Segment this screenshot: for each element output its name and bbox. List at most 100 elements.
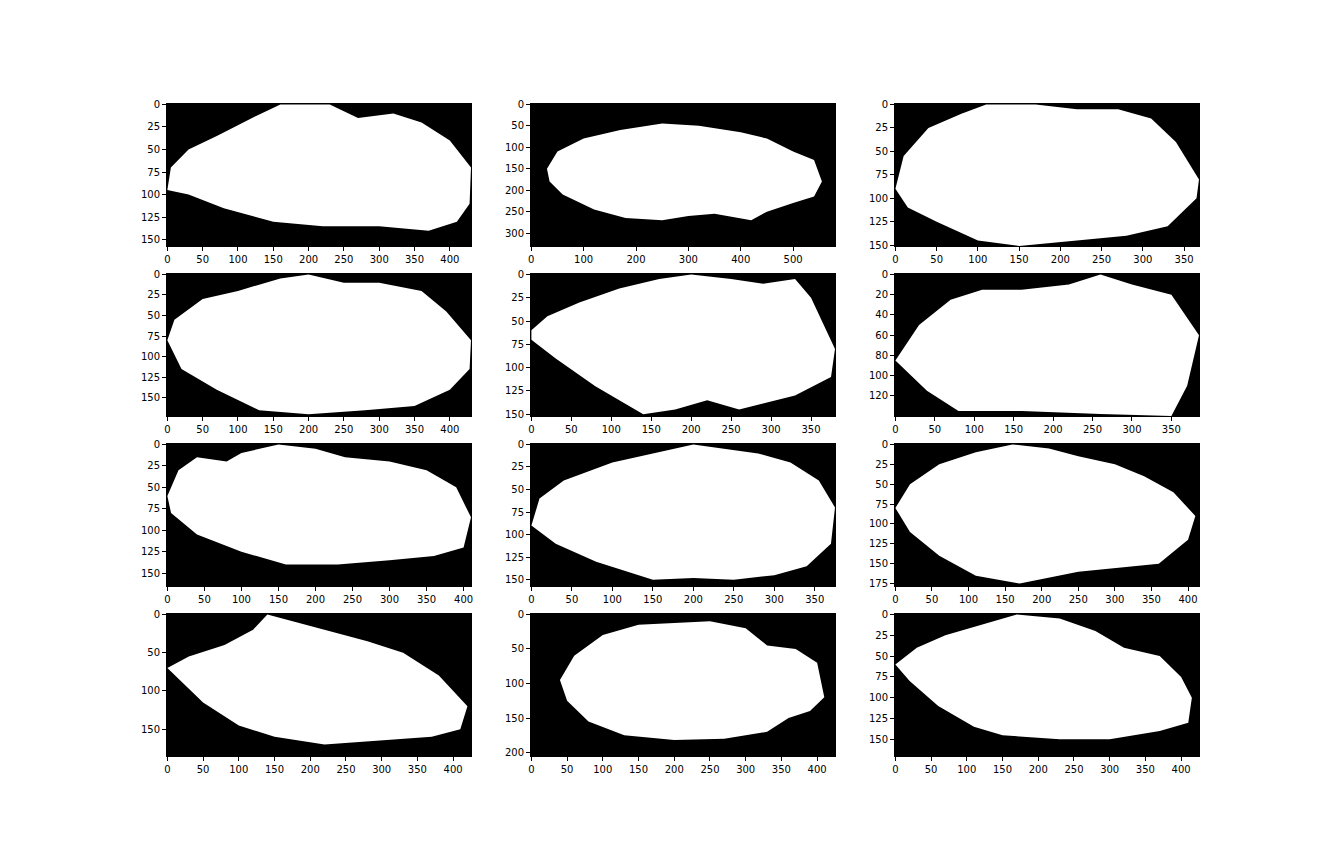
svg-text:400: 400 bbox=[1172, 764, 1191, 775]
svg-text:75: 75 bbox=[147, 503, 160, 514]
svg-text:0: 0 bbox=[528, 424, 534, 435]
svg-text:50: 50 bbox=[875, 146, 888, 157]
svg-text:300: 300 bbox=[372, 764, 391, 775]
svg-text:50: 50 bbox=[197, 764, 210, 775]
svg-text:50: 50 bbox=[196, 424, 209, 435]
svg-text:300: 300 bbox=[370, 424, 389, 435]
svg-text:200: 200 bbox=[1032, 594, 1051, 605]
svg-text:150: 150 bbox=[141, 392, 160, 403]
svg-text:300: 300 bbox=[1105, 594, 1124, 605]
svg-text:300: 300 bbox=[370, 254, 389, 265]
svg-text:50: 50 bbox=[147, 144, 160, 155]
svg-text:0: 0 bbox=[892, 764, 898, 775]
svg-text:300: 300 bbox=[380, 594, 399, 605]
svg-text:0: 0 bbox=[518, 269, 524, 280]
svg-text:250: 250 bbox=[700, 764, 719, 775]
svg-text:250: 250 bbox=[1069, 594, 1088, 605]
svg-text:150: 150 bbox=[643, 594, 662, 605]
svg-text:400: 400 bbox=[808, 764, 827, 775]
svg-text:100: 100 bbox=[869, 692, 888, 703]
svg-text:350: 350 bbox=[772, 764, 791, 775]
svg-text:150: 150 bbox=[505, 163, 524, 174]
svg-text:75: 75 bbox=[875, 671, 888, 682]
svg-text:50: 50 bbox=[926, 594, 939, 605]
svg-text:25: 25 bbox=[875, 122, 888, 133]
svg-text:50: 50 bbox=[147, 647, 160, 658]
svg-text:200: 200 bbox=[1051, 254, 1070, 265]
svg-text:125: 125 bbox=[869, 713, 888, 724]
svg-text:300: 300 bbox=[1100, 764, 1119, 775]
svg-text:100: 100 bbox=[505, 362, 524, 373]
svg-text:100: 100 bbox=[603, 594, 622, 605]
svg-text:150: 150 bbox=[505, 713, 524, 724]
svg-text:0: 0 bbox=[528, 254, 534, 265]
svg-text:0: 0 bbox=[518, 609, 524, 620]
svg-text:50: 50 bbox=[147, 310, 160, 321]
svg-text:0: 0 bbox=[882, 439, 888, 450]
svg-text:125: 125 bbox=[141, 372, 160, 383]
svg-text:200: 200 bbox=[299, 424, 318, 435]
svg-text:75: 75 bbox=[147, 167, 160, 178]
svg-text:50: 50 bbox=[875, 651, 888, 662]
svg-text:50: 50 bbox=[147, 482, 160, 493]
svg-text:200: 200 bbox=[1044, 424, 1063, 435]
svg-text:0: 0 bbox=[164, 424, 170, 435]
svg-text:350: 350 bbox=[1142, 594, 1161, 605]
svg-text:350: 350 bbox=[408, 764, 427, 775]
svg-text:200: 200 bbox=[684, 594, 703, 605]
svg-text:100: 100 bbox=[574, 254, 593, 265]
svg-text:250: 250 bbox=[505, 206, 524, 217]
svg-text:0: 0 bbox=[164, 764, 170, 775]
svg-text:100: 100 bbox=[505, 529, 524, 540]
svg-text:0: 0 bbox=[882, 269, 888, 280]
svg-text:250: 250 bbox=[724, 594, 743, 605]
svg-text:250: 250 bbox=[1092, 254, 1111, 265]
svg-text:200: 200 bbox=[505, 747, 524, 758]
svg-text:100: 100 bbox=[141, 525, 160, 536]
svg-text:100: 100 bbox=[869, 193, 888, 204]
svg-text:125: 125 bbox=[505, 385, 524, 396]
svg-text:200: 200 bbox=[682, 424, 701, 435]
svg-text:0: 0 bbox=[892, 424, 898, 435]
svg-text:0: 0 bbox=[154, 439, 160, 450]
svg-text:350: 350 bbox=[801, 424, 820, 435]
svg-text:150: 150 bbox=[505, 574, 524, 585]
svg-text:150: 150 bbox=[869, 558, 888, 569]
svg-text:350: 350 bbox=[1175, 254, 1194, 265]
svg-text:0: 0 bbox=[154, 609, 160, 620]
svg-text:0: 0 bbox=[882, 609, 888, 620]
svg-text:50: 50 bbox=[511, 120, 524, 131]
svg-text:50: 50 bbox=[511, 484, 524, 495]
svg-text:350: 350 bbox=[1136, 764, 1155, 775]
svg-text:0: 0 bbox=[528, 764, 534, 775]
svg-text:300: 300 bbox=[765, 594, 784, 605]
svg-text:50: 50 bbox=[928, 424, 941, 435]
svg-text:75: 75 bbox=[875, 169, 888, 180]
svg-text:200: 200 bbox=[299, 254, 318, 265]
svg-text:175: 175 bbox=[869, 578, 888, 589]
svg-text:250: 250 bbox=[1083, 424, 1102, 435]
svg-text:50: 50 bbox=[566, 594, 579, 605]
svg-text:25: 25 bbox=[511, 461, 524, 472]
svg-text:150: 150 bbox=[264, 424, 283, 435]
svg-text:20: 20 bbox=[875, 289, 888, 300]
svg-text:250: 250 bbox=[334, 254, 353, 265]
svg-text:400: 400 bbox=[444, 764, 463, 775]
svg-text:100: 100 bbox=[505, 142, 524, 153]
svg-text:150: 150 bbox=[1004, 424, 1023, 435]
svg-text:400: 400 bbox=[440, 254, 459, 265]
svg-text:50: 50 bbox=[875, 479, 888, 490]
svg-text:300: 300 bbox=[679, 254, 698, 265]
svg-text:100: 100 bbox=[141, 685, 160, 696]
svg-text:75: 75 bbox=[875, 499, 888, 510]
svg-text:75: 75 bbox=[511, 339, 524, 350]
svg-text:125: 125 bbox=[141, 546, 160, 557]
svg-text:200: 200 bbox=[626, 254, 645, 265]
svg-text:125: 125 bbox=[505, 552, 524, 563]
svg-text:75: 75 bbox=[147, 331, 160, 342]
svg-text:100: 100 bbox=[869, 370, 888, 381]
svg-text:100: 100 bbox=[228, 424, 247, 435]
svg-text:150: 150 bbox=[869, 734, 888, 745]
svg-text:150: 150 bbox=[1010, 254, 1029, 265]
svg-text:0: 0 bbox=[882, 99, 888, 110]
